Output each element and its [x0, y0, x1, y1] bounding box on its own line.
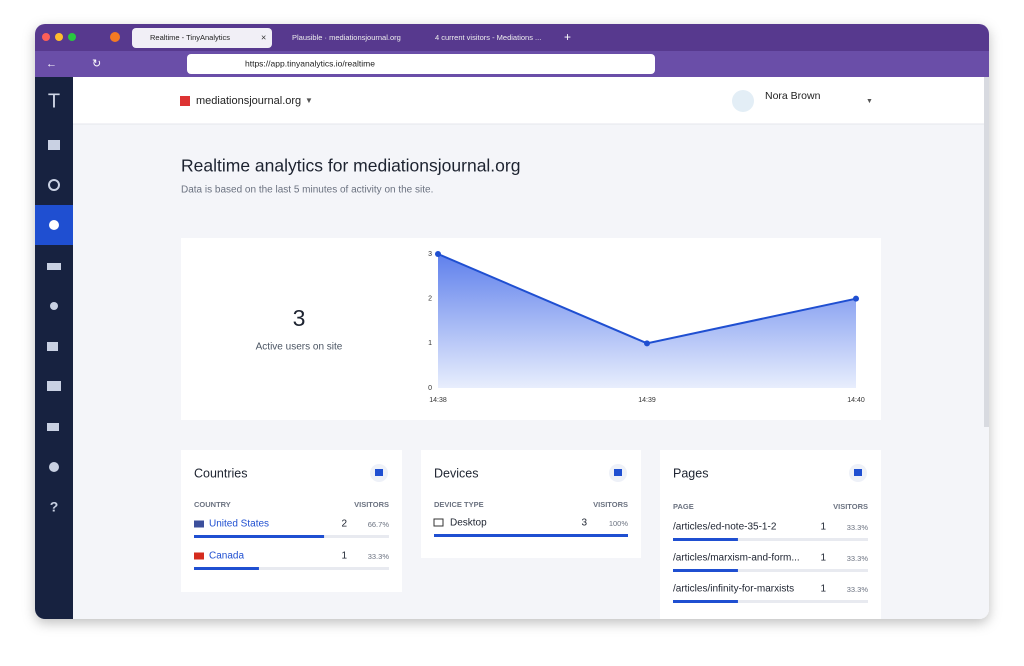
device-icon — [433, 518, 444, 527]
caret[interactable]: ▼ — [866, 98, 873, 105]
percent: 33.3% — [847, 523, 869, 532]
card-icon-glyph — [375, 469, 383, 476]
card-icon-glyph — [614, 469, 622, 476]
visitors: 1 — [820, 522, 826, 533]
card-title: Pages — [673, 466, 708, 480]
x-tick-label: 14:40 — [847, 397, 865, 404]
user-name[interactable]: Nora Brown — [765, 90, 821, 102]
bar — [434, 534, 628, 537]
header — [73, 77, 989, 124]
point — [435, 251, 441, 257]
firefox-icon — [110, 32, 120, 42]
help-icon[interactable]: ? — [50, 499, 59, 515]
column-header: COUNTRY — [194, 500, 231, 509]
close-button[interactable] — [42, 33, 50, 41]
bar — [194, 567, 259, 570]
column-header: VISITORS — [354, 500, 389, 509]
url[interactable]: https://app.tinyanalytics.io/realtime — [245, 58, 375, 68]
row-label: Desktop — [450, 518, 487, 529]
back-button[interactable]: ← — [46, 58, 57, 70]
nav-icons — [47, 140, 61, 472]
column-header: VISITORS — [833, 502, 868, 511]
row-label: United States — [209, 519, 269, 530]
active-count: 3 — [293, 305, 306, 331]
site-selector[interactable]: mediationsjournal.org — [196, 95, 301, 107]
flag — [194, 552, 204, 560]
tab-title[interactable]: 4 current visitors - Mediations ... — [435, 33, 541, 42]
tab-close[interactable]: × — [261, 32, 266, 42]
bar-track — [673, 600, 868, 603]
scrollbar — [984, 77, 989, 427]
active-label: Active users on site — [256, 342, 343, 353]
new-tab[interactable]: + — [564, 30, 571, 44]
row-label: /articles/marxism-and-form... — [673, 553, 800, 564]
card-icon-glyph — [854, 469, 862, 476]
card — [421, 450, 641, 558]
bar-track — [194, 567, 389, 570]
bar — [673, 538, 738, 541]
visitors: 1 — [820, 553, 826, 564]
minimize-button[interactable] — [55, 33, 63, 41]
bar — [194, 535, 325, 538]
caret[interactable]: ▼ — [305, 96, 313, 105]
page-title: Realtime analytics for mediationsjournal… — [181, 156, 520, 176]
y-tick-label: 1 — [428, 340, 432, 347]
zoom-button[interactable] — [68, 33, 76, 41]
reload-button[interactable]: ↻ — [92, 58, 101, 70]
card — [660, 450, 881, 619]
tab-title[interactable]: Realtime - TinyAnalytics — [150, 33, 230, 42]
bar — [673, 600, 738, 603]
row-label: /articles/ed-note-35-1-2 — [673, 522, 777, 533]
visitors: 2 — [341, 519, 347, 530]
page-subtitle: Data is based on the last 5 minutes of a… — [181, 185, 433, 196]
x-tick-label: 14:38 — [429, 397, 447, 404]
column-header: DEVICE TYPE — [434, 500, 484, 509]
logo[interactable]: T — [48, 90, 60, 112]
y-tick-label: 2 — [428, 296, 432, 303]
tab-title[interactable]: Plausible · mediationsjournal.org — [292, 33, 401, 42]
percent: 33.3% — [847, 554, 869, 563]
card-title: Countries — [194, 466, 248, 480]
visitors: 3 — [581, 518, 587, 529]
bar-track — [673, 538, 868, 541]
bar — [673, 569, 738, 572]
y-tick-label: 3 — [428, 251, 432, 258]
area — [438, 254, 856, 388]
visitors: 1 — [820, 584, 826, 595]
percent: 33.3% — [368, 552, 390, 561]
site-logo — [180, 96, 190, 106]
avatar[interactable] — [732, 90, 754, 112]
point — [853, 295, 859, 302]
url-bar[interactable] — [187, 54, 655, 74]
visitors: 1 — [341, 551, 347, 562]
column-header: PAGE — [673, 502, 694, 511]
row-label: Canada — [209, 551, 244, 562]
y-tick-label: 0 — [428, 385, 432, 392]
percent: 33.3% — [847, 585, 869, 594]
active-tab[interactable] — [132, 28, 272, 48]
row-label: /articles/infinity-for-marxists — [673, 584, 794, 595]
card-title: Devices — [434, 466, 478, 480]
column-header: VISITORS — [593, 500, 628, 509]
point — [644, 340, 650, 347]
flag — [194, 520, 204, 528]
x-tick-label: 14:39 — [638, 397, 656, 404]
percent: 100% — [609, 519, 629, 528]
bar-track — [673, 569, 868, 572]
percent: 66.7% — [368, 520, 390, 529]
